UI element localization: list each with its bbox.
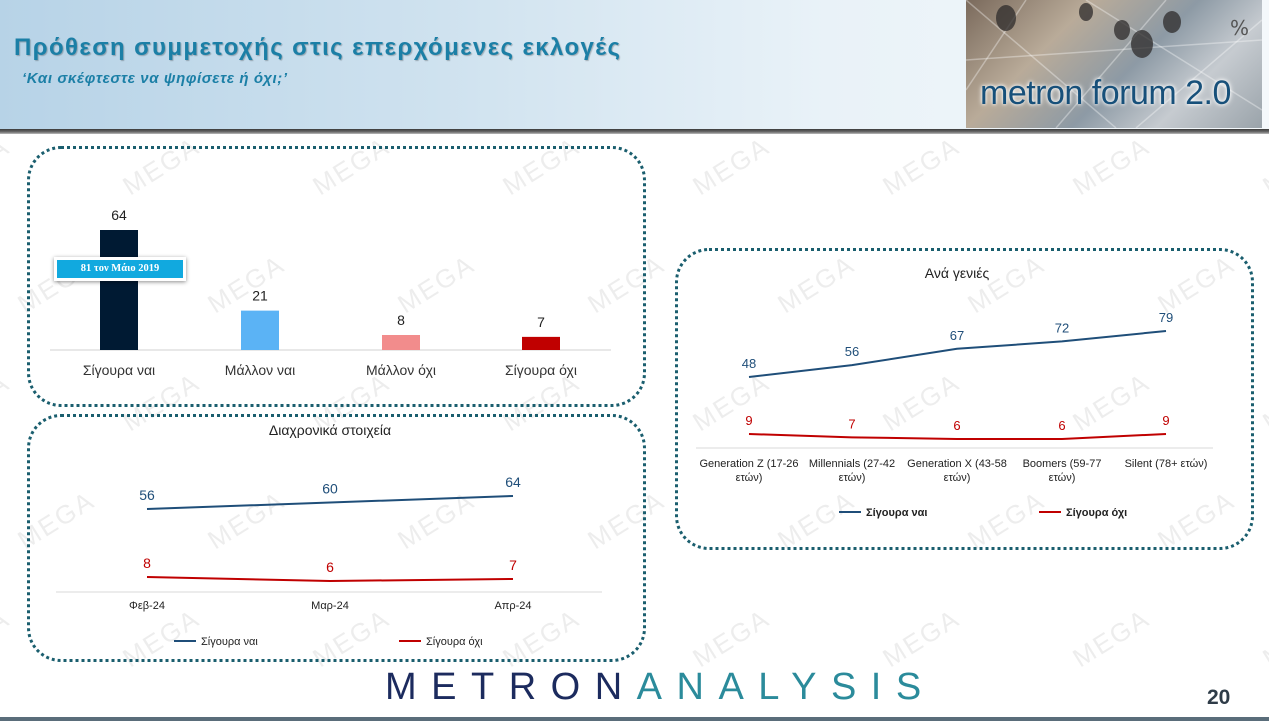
data-label: 64 [505,474,521,490]
metron-analysis-logo: METRONANALYSIS [385,666,936,709]
brand-photo-pattern [966,0,1262,128]
data-label: 56 [139,487,155,503]
data-label: 48 [742,356,756,371]
page-number: 20 [1207,686,1231,709]
data-label: 6 [1058,418,1065,433]
page-subtitle: ‘Και σκέφτεστε να ψηφίσετε ή όχι;’ [22,70,288,87]
category-label: Απρ-24 [494,600,531,612]
unit-label: % [1230,16,1250,40]
legend-label: Σίγουρα όχι [1066,507,1127,519]
category-label: Φεβ-24 [129,600,165,612]
chart-title: Διαχρονικά στοιχεία [269,422,391,438]
brand-image: metron forum 2.0 [966,0,1262,128]
category-label: ετών) [1049,472,1076,484]
category-label: ετών) [944,472,971,484]
bar-category-label: Σίγουρα όχι [505,362,577,378]
generation-chart-panel [675,248,1254,550]
category-label: Generation X (43-58 [907,458,1007,470]
series-line-1 [748,330,1167,378]
series-line-1 [146,495,514,510]
callout-text: 81 τον Μάιο 2019 [57,260,183,278]
legend-label: Σίγουρα ναι [866,507,927,519]
bar-1 [100,230,138,350]
data-label: 7 [848,416,855,431]
data-label: 60 [322,481,338,497]
header-divider [0,129,1269,134]
overall-bar-chart: 64 Σίγουρα ναι 21 Μάλλον ναι 8 Μάλλον όχι 7 Σίγ… [50,207,611,378]
page-title: Πρόθεση συμμετοχής στις επερχόμενες εκλο… [14,34,622,61]
bar-3 [382,335,420,350]
logo-metron: METRON [385,666,637,708]
bar-value-label: 21 [252,288,268,304]
bar-4 [522,336,560,350]
data-label: 79 [1159,310,1173,325]
category-label: Millennials (27-42 [809,458,895,470]
trend-chart-panel [27,414,646,662]
bar-value-label: 7 [537,314,545,330]
bar-value-label: 64 [111,207,127,223]
generation-line-chart: Ανά γενιές 48 56 67 72 79 9 7 6 6 9 Generation Z (1… [696,265,1213,519]
legend-label: Σίγουρα όχι [426,636,483,648]
data-label: 72 [1055,320,1069,335]
bar-2 [241,310,279,350]
trend-line-chart: Διαχρονικά στοιχεία 56 60 64 8 6 7 Φεβ-24 Μαρ-24… [56,422,602,648]
category-label: Generation Z (17-26 [699,458,798,470]
category-label: Silent (78+ ετών) [1125,458,1208,470]
bottom-divider [0,717,1269,721]
category-label: Μαρ-24 [311,600,349,612]
bar-value-label: 8 [397,312,405,328]
logo-analysis: ANALYSIS [636,666,936,708]
brand-label: metron forum 2.0 [980,74,1231,112]
data-label: 8 [143,555,151,571]
category-label: ετών) [839,472,866,484]
bar-category-label: Μάλλον ναι [225,362,295,378]
bar-category-label: Σίγουρα ναι [83,362,155,378]
overall-chart-panel [27,146,646,407]
data-label: 56 [845,344,859,359]
data-label: 67 [950,328,964,343]
series-line-2 [146,576,514,583]
legend-label: Σίγουρα ναι [201,636,258,648]
data-label: 6 [953,418,960,433]
may-2019-callout: 81 τον Μάιο 2019 [54,257,186,281]
data-label: 9 [745,413,752,428]
bar-category-label: Μάλλον όχι [366,362,436,378]
category-label: Boomers (59-77 [1023,458,1102,470]
chart-title: Ανά γενιές [925,265,990,281]
category-label: ετών) [736,472,763,484]
data-label: 9 [1162,413,1169,428]
data-label: 6 [326,559,334,575]
series-line-2 [748,433,1167,440]
data-label: 7 [509,557,517,573]
